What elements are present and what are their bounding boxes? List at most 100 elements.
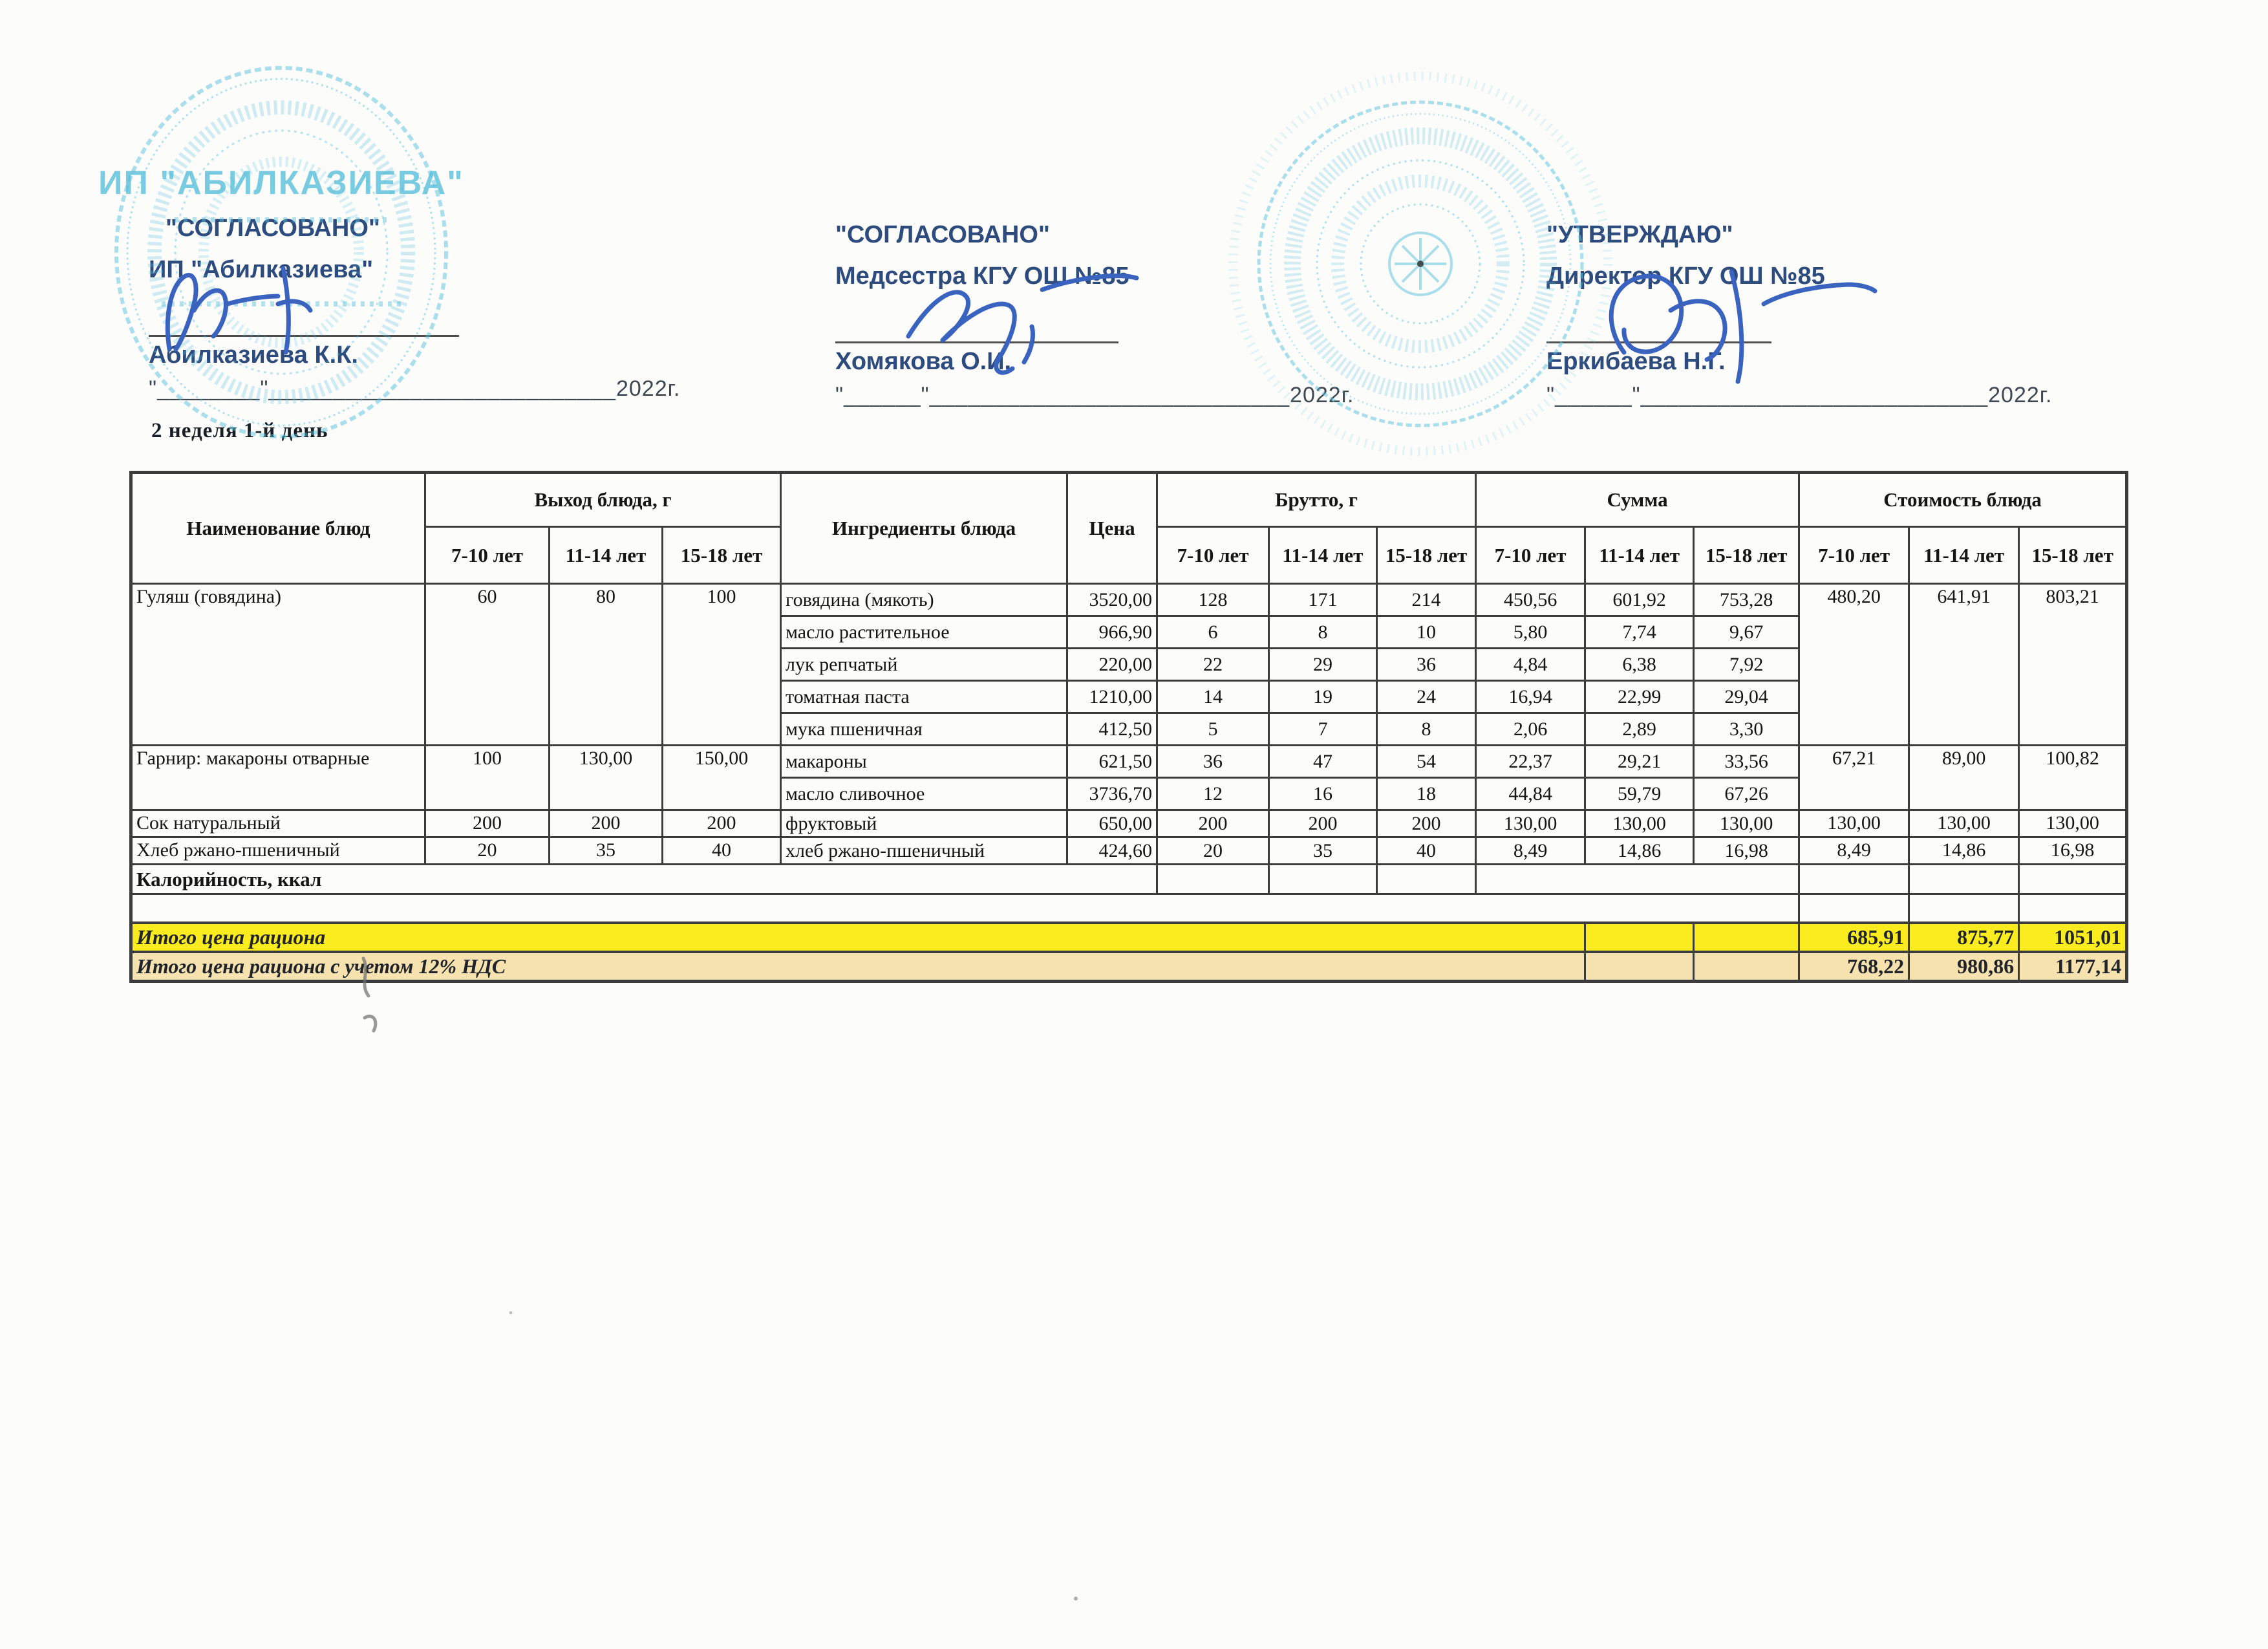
approval-block-director: "УТВЕРЖДАЮ" Директор КГУ ОШ №85 Еркибаев…	[1546, 221, 2051, 415]
brutto-value: 29	[1268, 647, 1378, 682]
dish-output: 130,00	[548, 744, 663, 811]
sum-value: 2,06	[1475, 712, 1587, 746]
menu-table: Наименование блюд Выход блюда, г Ингреди…	[129, 471, 2129, 983]
table-row: Гарнир: макароны отварные 100 130,00 150,00…	[130, 744, 2128, 811]
date-line: "________"___________________________202…	[149, 376, 681, 401]
brutto-value: 5	[1156, 712, 1270, 746]
sum-value: 6,38	[1584, 647, 1695, 682]
age-col-header: 7-10 лет	[424, 526, 550, 585]
total-label: Итого цена рациона с учетом 12% НДС	[129, 950, 1587, 982]
brutto-value: 19	[1268, 680, 1378, 714]
ingredient-price: 3736,70	[1066, 777, 1159, 811]
total-value: 875,77	[1908, 921, 2020, 953]
sum-value: 7,92	[1693, 647, 1801, 682]
sum-value: 29,04	[1693, 680, 1801, 714]
brutto-value: 22	[1156, 647, 1270, 682]
sum-value: 22,37	[1475, 744, 1587, 779]
age-col-header: 11-14 лет	[1908, 526, 2020, 585]
brutto-value: 18	[1376, 777, 1477, 811]
ingredient-price: 412,50	[1066, 712, 1159, 746]
brutto-value: 14	[1156, 680, 1270, 714]
approval-subtitle: ИП "Абилказиева"	[149, 256, 374, 283]
brutto-value: 200	[1156, 809, 1270, 838]
table-header-row: Наименование блюд Выход блюда, г Ингреди…	[130, 471, 2128, 585]
dish-output: 40	[661, 836, 782, 865]
dish-cost: 641,91	[1908, 583, 2020, 746]
sum-value: 3,30	[1693, 712, 1801, 746]
dish-output: 60	[424, 583, 550, 746]
sum-value: 67,26	[1693, 777, 1801, 811]
brutto-value: 36	[1376, 647, 1477, 682]
sum-value: 9,67	[1693, 615, 1801, 649]
brutto-value: 200	[1268, 809, 1378, 838]
ingredient-name: лук репчатый	[780, 647, 1069, 682]
table-row: лук репчатый 220,00 22 29 36 4,84 6,38 7,92	[131, 647, 2127, 682]
brutto-value: 12	[1156, 777, 1270, 811]
table-subheader-row: 7-10 лет 11-14 лет 15-18 лет 7-10 лет 11…	[131, 526, 2128, 585]
sum-value: 130,00	[1475, 809, 1587, 838]
table-row: Гуляш (говядина) 60 80 100 говядина (мякоть)…	[130, 583, 2128, 746]
approver-name: Абилказиева К.К.	[149, 341, 358, 369]
brutto-value: 24	[1376, 680, 1477, 714]
total-value: 1177,14	[2018, 950, 2128, 982]
age-col-header: 7-10 лет	[1798, 526, 1910, 585]
sum-value: 450,56	[1475, 583, 1587, 617]
ingredient-price: 424,60	[1066, 836, 1159, 865]
sum-value: 59,79	[1584, 777, 1695, 811]
brutto-value: 200	[1376, 809, 1477, 838]
ingredient-name: фруктовый	[780, 809, 1069, 838]
brutto-value: 171	[1268, 583, 1378, 617]
dish-output: 20	[424, 836, 550, 865]
approval-subtitle: Медсестра КГУ ОШ №85	[835, 263, 1129, 290]
table-row: масло сливочное 3736,70 12 16 18 44,84 59,79 67…	[131, 777, 2127, 811]
dish-output: 100	[424, 744, 550, 811]
sum-value: 7,74	[1584, 615, 1695, 649]
sum-value: 130,00	[1584, 809, 1695, 838]
age-col-header: 7-10 лет	[1156, 526, 1270, 585]
brutto-value: 47	[1268, 744, 1378, 779]
age-col-header: 11-14 лет	[1268, 526, 1378, 585]
ingredient-name: масло растительное	[780, 615, 1069, 649]
signature-line	[1546, 341, 1771, 343]
sum-value: 5,80	[1475, 615, 1587, 649]
table-row: Сок натуральный 200 200 200 фруктовый 650,00 2…	[130, 809, 2128, 838]
ingredient-name: мука пшеничная	[780, 712, 1069, 746]
brutto-value: 7	[1268, 712, 1378, 746]
brutto-value: 40	[1376, 836, 1477, 865]
scan-artifact	[361, 956, 1078, 1600]
calories-row: Калорийность, ккал	[129, 863, 2128, 895]
table-row: мука пшеничная 412,50 5 7 8 2,06 2,89 3,30	[131, 712, 2127, 746]
brutto-value: 20	[1156, 836, 1270, 865]
dish-output: 200	[661, 809, 782, 838]
sum-value: 16,94	[1475, 680, 1587, 714]
dish-output: 100	[661, 583, 782, 746]
col-header-cost: Стоимость блюда	[1798, 471, 2128, 528]
sum-value: 753,28	[1693, 583, 1801, 617]
sum-value: 29,21	[1584, 744, 1695, 779]
sum-value: 4,84	[1475, 647, 1587, 682]
sum-value: 44,84	[1475, 777, 1587, 811]
total-label: Итого цена рациона	[129, 921, 1587, 953]
approval-title: "СОГЛАСОВАНО"	[166, 215, 380, 242]
col-header-price: Цена	[1066, 471, 1159, 585]
sum-value: 8,49	[1475, 836, 1587, 865]
dish-name: Гуляш (говядина)	[130, 583, 426, 746]
total-row-with-vat: Итого цена рациона с учетом 12% НДС 768,…	[129, 950, 2128, 982]
dish-output: 150,00	[661, 744, 782, 811]
table-row: масло растительное 966,90 6 8 10 5,80 7,74 9,67	[131, 615, 2127, 649]
age-col-header: 11-14 лет	[548, 526, 663, 585]
brutto-value: 35	[1268, 836, 1378, 865]
dish-cost: 130,00	[1798, 809, 1910, 838]
dish-cost: 16,98	[2018, 836, 2128, 865]
table-row: Хлеб ржано-пшеничный 20 35 40 хлеб ржано-пше…	[130, 836, 2128, 865]
dish-output: 35	[548, 836, 663, 865]
ingredient-price: 1210,00	[1066, 680, 1159, 714]
dish-name: Сок натуральный	[130, 809, 426, 838]
brutto-value: 8	[1376, 712, 1477, 746]
dish-cost: 130,00	[2018, 809, 2128, 838]
sum-value: 33,56	[1693, 744, 1801, 779]
age-col-header: 15-18 лет	[661, 526, 782, 585]
brutto-value: 128	[1156, 583, 1270, 617]
signature-line	[835, 341, 1118, 343]
dish-cost: 130,00	[1908, 809, 2020, 838]
